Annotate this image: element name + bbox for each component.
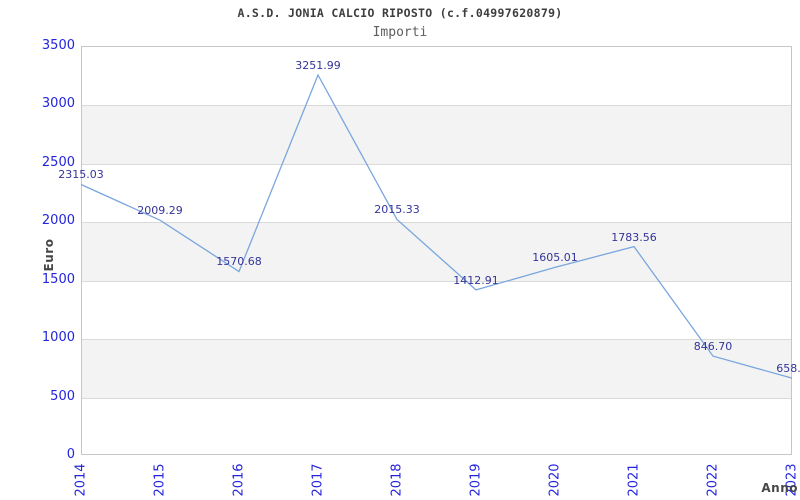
x-tick-label: 2017: [310, 463, 326, 497]
gridline: [82, 397, 791, 399]
grid-band: [82, 222, 791, 281]
x-tick-label: 2021: [626, 463, 642, 497]
data-point-label: 2009.29: [137, 204, 183, 218]
data-point-label: 3251.99: [295, 58, 341, 72]
x-tick-label: 2018: [389, 463, 405, 497]
x-tick-label: 2020: [547, 463, 563, 497]
x-tick-label: 2014: [73, 463, 89, 497]
data-point-label: 1570.68: [216, 255, 262, 269]
y-axis-title: Euro: [42, 238, 56, 272]
data-point-label: 2015.33: [374, 203, 420, 217]
x-tick-label: 2015: [152, 463, 168, 497]
y-tick-label: 2000: [41, 213, 75, 229]
data-point-label: 658.0: [776, 362, 800, 376]
x-axis-title: Anno: [761, 481, 798, 495]
data-point-label: 846.70: [693, 340, 733, 354]
y-tick-label: 0: [66, 447, 75, 462]
plot-area: [81, 46, 792, 455]
data-point-label: 1605.01: [532, 251, 578, 265]
x-tick-label: 2016: [231, 463, 247, 497]
y-tick-label: 2500: [41, 154, 75, 170]
y-tick-label: 3000: [41, 96, 75, 112]
gridline: [82, 280, 791, 282]
chart-subtitle: Importi: [372, 25, 428, 40]
grid-band: [82, 105, 791, 164]
y-tick-label: 1000: [41, 330, 75, 346]
gridline: [82, 339, 791, 341]
x-tick-label: 2019: [468, 463, 484, 497]
y-tick-label: 3500: [41, 38, 75, 53]
grid-band: [82, 339, 791, 398]
data-point-label: 2315.03: [58, 168, 104, 182]
gridline: [82, 105, 791, 107]
gridline: [82, 163, 791, 165]
gridline: [82, 222, 791, 224]
y-tick-label: 1500: [41, 271, 75, 287]
data-point-label: 1412.91: [453, 273, 499, 287]
x-tick-label: 2022: [705, 463, 721, 497]
chart-title: A.S.D. JONIA CALCIO RIPOSTO (c.f.0499762…: [237, 6, 563, 20]
data-point-label: 1783.56: [611, 230, 657, 244]
y-tick-label: 500: [50, 388, 75, 404]
